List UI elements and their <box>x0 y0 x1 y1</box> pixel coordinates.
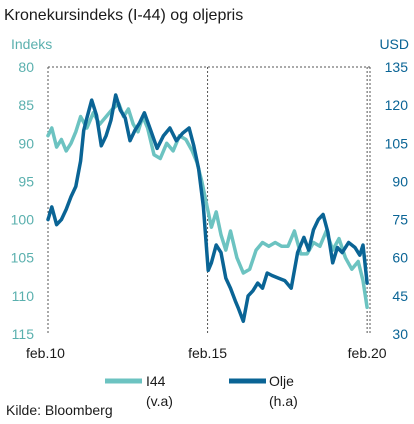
right-tick-120: 120 <box>385 97 409 113</box>
grid <box>47 66 371 334</box>
left-axis-label: Indeks <box>11 36 52 52</box>
left-tick-labels: 80 85 90 95 100 105 110 115 <box>11 59 35 342</box>
legend-label-i44: I44 <box>146 373 166 389</box>
x-tick-feb.10: feb.10 <box>26 345 65 361</box>
left-tick-95: 95 <box>18 173 34 189</box>
left-tick-110: 110 <box>12 288 35 304</box>
legend-label-oil: Olje <box>269 373 294 389</box>
left-tick-100: 100 <box>11 212 35 228</box>
right-tick-45: 45 <box>392 288 408 304</box>
left-tick-115: 115 <box>12 326 35 342</box>
series-lines <box>46 93 369 324</box>
x-tick-feb.20: feb.20 <box>348 345 387 361</box>
legend: I44 (v.a) Olje (h.a) <box>105 373 298 409</box>
right-axis-label: USD <box>379 36 409 52</box>
legend-note-oil: (h.a) <box>269 393 298 409</box>
left-tick-80: 80 <box>18 59 34 75</box>
source-note: Kilde: Bloomberg <box>6 402 113 418</box>
left-tick-85: 85 <box>18 97 34 113</box>
right-tick-labels: 135 120 105 90 75 60 45 30 <box>385 59 409 342</box>
left-tick-90: 90 <box>18 135 34 151</box>
legend-note-i44: (v.a) <box>146 393 173 409</box>
right-tick-75: 75 <box>392 212 408 228</box>
series-line-olje <box>46 93 369 324</box>
x-tick-feb.15: feb.15 <box>188 345 227 361</box>
x-tick-labels: feb.10 feb.15 feb.20 <box>26 345 387 361</box>
right-tick-60: 60 <box>392 250 408 266</box>
right-tick-135: 135 <box>385 59 409 75</box>
right-tick-105: 105 <box>385 135 409 151</box>
right-tick-30: 30 <box>392 326 408 342</box>
chart-title: Kronekursindeks (I-44) og oljepris <box>4 7 243 24</box>
right-tick-90: 90 <box>392 173 408 189</box>
left-tick-105: 105 <box>11 250 35 266</box>
